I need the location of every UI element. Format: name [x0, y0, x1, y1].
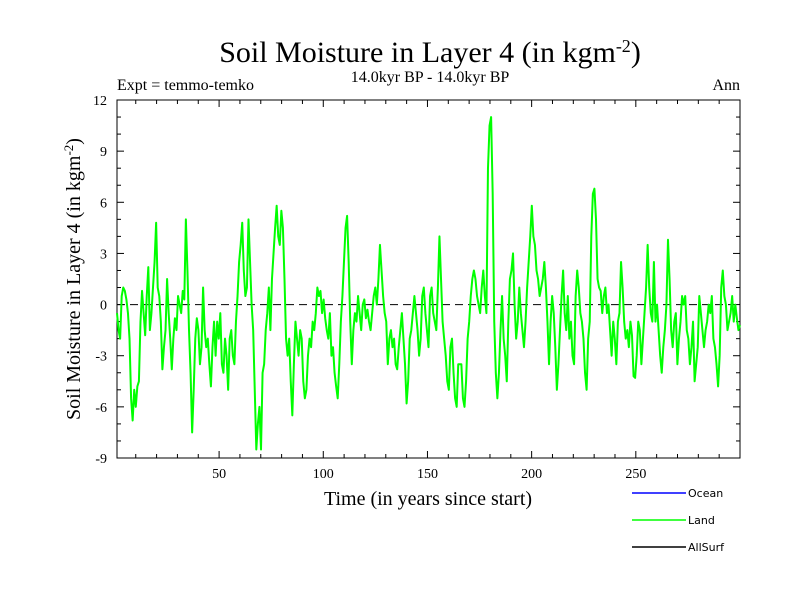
x-tick-label: 100: [313, 467, 334, 482]
series-line-land: [116, 116, 741, 451]
x-axis-label: Time (in years since start): [324, 488, 532, 510]
legend-item-allsurf: AllSurf: [632, 541, 725, 554]
series-layer: [116, 116, 741, 451]
x-tick-label: 150: [417, 467, 438, 482]
chart-subtitle: 14.0kyr BP - 14.0kyr BP: [351, 69, 510, 86]
y-axis-label: Soil Moisture in Layer 4 (in kgm-2): [61, 138, 86, 420]
axis-ticks: -9 -6 -3 0 3 6 9 12 50 100 150 200 250: [93, 94, 740, 482]
x-tick-label: 50: [212, 467, 226, 482]
legend-label-land: Land: [688, 514, 715, 527]
y-tick-label: 12: [93, 94, 107, 109]
y-tick-label: -6: [95, 401, 107, 416]
y-tick-label: 0: [100, 299, 107, 314]
y-tick-label: 9: [100, 145, 107, 160]
y-tick-label: 6: [100, 196, 107, 211]
season-label: Ann: [712, 77, 740, 94]
y-tick-label: -3: [95, 350, 107, 365]
legend-item-ocean: Ocean: [632, 487, 723, 500]
x-tick-label: 250: [625, 467, 646, 482]
y-tick-label: 3: [100, 247, 107, 262]
legend-label-allsurf: AllSurf: [688, 541, 725, 554]
y-tick-label: -9: [95, 452, 107, 467]
chart-title: Soil Moisture in Layer 4 (in kgm-2): [219, 36, 641, 69]
legend: Ocean Land AllSurf: [632, 487, 725, 554]
plot-frame: [116, 99, 741, 459]
expt-label: Expt = temmo-temko: [117, 77, 254, 94]
legend-item-land: Land: [632, 514, 715, 527]
x-tick-label: 200: [521, 467, 542, 482]
legend-label-ocean: Ocean: [688, 487, 723, 500]
